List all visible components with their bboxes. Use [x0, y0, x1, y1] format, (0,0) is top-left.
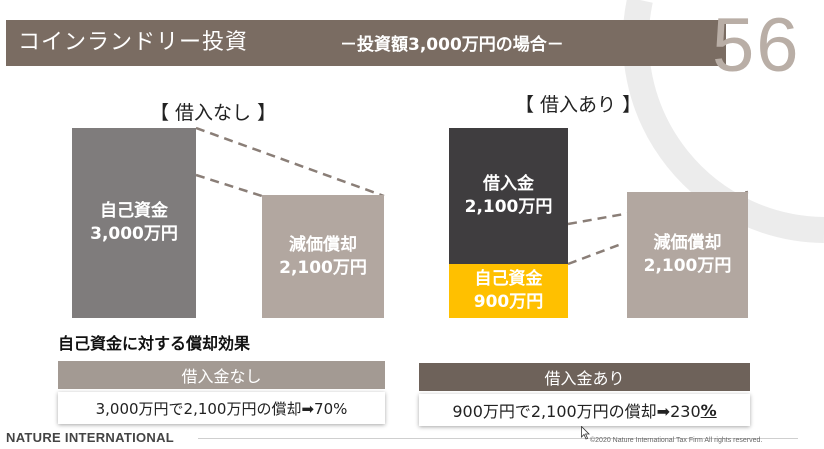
no-loan-box-header: 借入金なし: [58, 361, 385, 389]
footer-logo: NATURE INTERNATIONAL: [6, 430, 175, 445]
own-funds-amount-right: 900万円: [473, 292, 544, 312]
with-loan-box-body: 900万円で2,100万円の償却➡230%: [419, 394, 750, 426]
depreciation-bar-left: 減価償却 2,100万円: [262, 195, 384, 318]
own-funds-bar-left: 自己資金 3,000万円: [72, 128, 196, 318]
copyright-text: ©2020 Nature International Tax Firm All …: [590, 437, 763, 444]
page-subtitle: －投資額3,000万円の場合－: [340, 35, 564, 55]
depreciation-bar-right: 減価償却 2,100万円: [627, 192, 748, 318]
depreciation-label-left: 減価償却: [289, 234, 357, 255]
connector-left-top: [195, 126, 385, 198]
with-loan-percent: %: [700, 400, 717, 420]
no-loan-box-body: 3,000万円で2,100万円の償却➡70%: [58, 392, 385, 424]
depreciation-amount-right: 2,100万円: [643, 256, 732, 276]
page-title: コインランドリー投資: [18, 30, 249, 55]
loan-bar: 借入金 2,100万円: [449, 128, 568, 264]
loan-amount: 2,100万円: [464, 197, 553, 217]
with-loan-text: 900万円で2,100万円の償却➡230: [452, 402, 701, 421]
own-funds-amount-left: 3,000万円: [90, 224, 178, 244]
with-loan-box-header: 借入金あり: [419, 363, 750, 391]
footer-divider: [198, 438, 798, 439]
header-bar: [6, 20, 726, 66]
own-funds-bar-right: 自己資金 900万円: [449, 264, 568, 318]
connector-right-bottom: [567, 241, 625, 266]
left-scenario-label: 【 借入なし 】: [150, 102, 277, 124]
depreciation-amount-left: 2,100万円: [279, 257, 367, 278]
own-funds-label-right: 自己資金: [474, 269, 543, 289]
mouse-cursor-icon: [581, 426, 590, 440]
own-funds-label-left: 自己資金: [100, 201, 168, 221]
connector-left-bottom: [195, 173, 263, 198]
depreciation-label-right: 減価償却: [653, 233, 722, 253]
effect-heading: 自己資金に対する償却効果: [58, 334, 251, 353]
right-scenario-label: 【 借入あり 】: [515, 94, 642, 116]
slide-number: 56: [712, 3, 801, 88]
loan-label: 借入金: [483, 174, 534, 194]
